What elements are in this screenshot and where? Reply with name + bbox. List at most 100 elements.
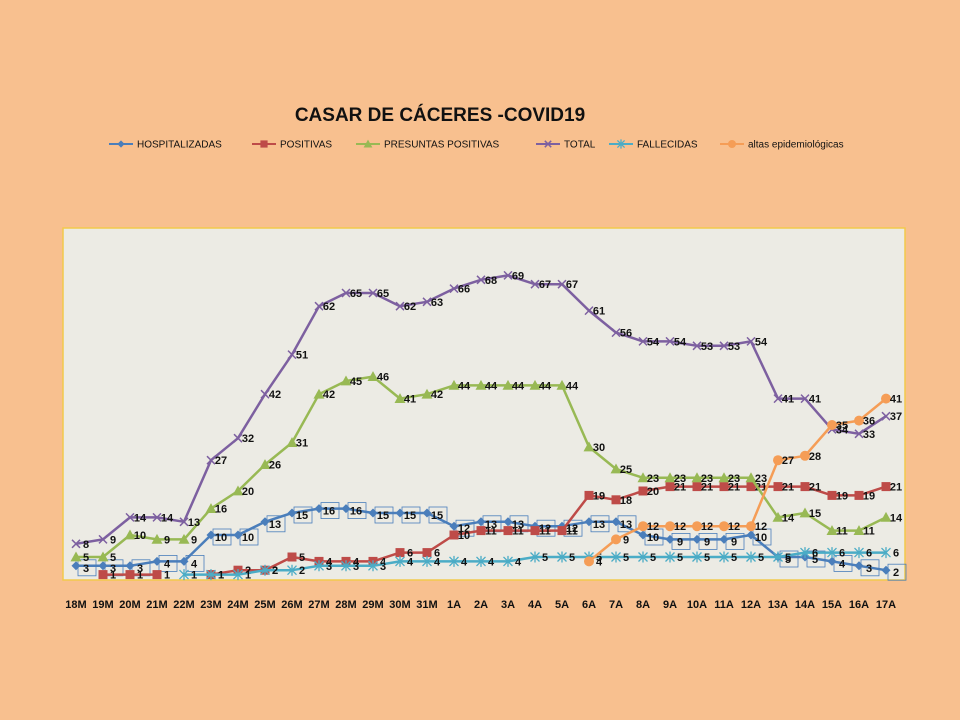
data-point xyxy=(503,526,513,536)
data-label: 3 xyxy=(866,563,872,575)
data-point xyxy=(205,503,217,513)
data-label: 9 xyxy=(731,536,737,548)
x-tick-label: 16A xyxy=(849,599,869,611)
data-label: 13 xyxy=(188,517,200,529)
data-label: 12 xyxy=(701,521,713,533)
data-label: 53 xyxy=(728,341,740,353)
data-label: 4 xyxy=(515,556,522,568)
data-point xyxy=(584,556,594,567)
data-label: 5 xyxy=(812,554,818,566)
data-label: 5 xyxy=(596,552,602,564)
data-point xyxy=(287,552,297,562)
data-label: 16 xyxy=(350,506,362,518)
data-label: 5 xyxy=(110,552,116,564)
x-tick-label: 28M xyxy=(335,599,356,611)
data-point xyxy=(70,551,82,562)
legend-item-4: FALLECIDAS xyxy=(609,139,698,151)
legend-label-1: POSITIVAS xyxy=(280,140,332,151)
data-point xyxy=(179,569,189,581)
data-label: 4 xyxy=(380,556,387,568)
data-point xyxy=(665,521,675,532)
data-point xyxy=(206,455,216,465)
data-label: 3 xyxy=(137,563,143,575)
data-point xyxy=(125,512,135,522)
data-point xyxy=(638,486,648,496)
data-point xyxy=(260,389,270,399)
data-label: 5 xyxy=(677,552,683,564)
data-label: 32 xyxy=(242,433,254,445)
data-point xyxy=(341,288,351,298)
data-label: 2 xyxy=(299,565,305,577)
data-label: 13 xyxy=(620,519,632,531)
data-label: 6 xyxy=(866,548,872,560)
data-label: 21 xyxy=(755,482,767,494)
data-label: 1 xyxy=(218,570,224,582)
data-point xyxy=(394,393,406,403)
data-point xyxy=(746,482,756,492)
data-label: 27 xyxy=(782,455,794,467)
data-point xyxy=(260,564,270,576)
data-point xyxy=(422,297,432,307)
data-point xyxy=(719,341,729,351)
data-point xyxy=(719,551,729,563)
data-label: 12 xyxy=(566,523,578,535)
data-point xyxy=(773,482,783,492)
data-point xyxy=(665,336,675,346)
data-label: 9 xyxy=(191,534,197,546)
data-label: 23 xyxy=(647,473,659,485)
data-point xyxy=(232,485,244,496)
x-tick-label: 31M xyxy=(416,599,437,611)
data-label-box xyxy=(860,559,880,577)
x-tick-label: 11A xyxy=(714,599,734,611)
data-label-box xyxy=(320,502,340,520)
data-label: 15 xyxy=(377,510,389,522)
data-point xyxy=(692,341,702,351)
data-point xyxy=(179,517,189,527)
data-point xyxy=(692,551,702,563)
legend-item-1: POSITIVAS xyxy=(252,140,332,151)
data-point xyxy=(881,547,891,559)
data-label: 54 xyxy=(674,336,687,348)
legend-label-2: PRESUNTAS POSITIVAS xyxy=(384,140,500,151)
data-label: 10 xyxy=(134,530,146,542)
data-point xyxy=(124,529,136,540)
data-label: 4 xyxy=(191,558,198,570)
x-tick-label: 6A xyxy=(582,599,596,611)
data-point xyxy=(880,511,892,522)
data-label: 66 xyxy=(458,284,470,296)
data-label: 6 xyxy=(893,548,899,560)
data-point xyxy=(611,551,621,563)
data-label: 31 xyxy=(296,438,308,450)
data-point xyxy=(233,433,243,443)
data-label-box xyxy=(806,550,826,568)
data-label: 5 xyxy=(83,552,89,564)
data-label: 65 xyxy=(350,288,362,300)
data-point xyxy=(773,394,783,404)
data-point xyxy=(422,548,432,558)
data-point xyxy=(341,560,351,572)
data-label: 61 xyxy=(593,306,605,318)
data-label: 27 xyxy=(215,455,227,467)
data-label: 20 xyxy=(242,486,254,498)
data-point xyxy=(746,336,756,346)
data-label: 6 xyxy=(434,548,440,560)
data-point xyxy=(206,569,216,581)
x-tick-label: 12A xyxy=(741,599,761,611)
data-point xyxy=(476,555,486,567)
data-point xyxy=(691,472,703,483)
data-label: 5 xyxy=(785,552,791,564)
x-tick-label: 19M xyxy=(92,599,113,611)
data-point xyxy=(584,490,594,500)
data-label: 16 xyxy=(215,504,227,516)
data-label: 13 xyxy=(269,519,281,531)
data-label: 69 xyxy=(512,270,524,282)
data-point xyxy=(719,521,729,532)
x-tick-label: 27M xyxy=(308,599,329,611)
data-label: 19 xyxy=(836,490,848,502)
data-point xyxy=(449,530,459,540)
data-label: 4 xyxy=(164,558,171,570)
data-point xyxy=(773,455,783,466)
data-label: 42 xyxy=(269,389,281,401)
data-label: 23 xyxy=(755,473,767,485)
data-point xyxy=(313,388,325,399)
